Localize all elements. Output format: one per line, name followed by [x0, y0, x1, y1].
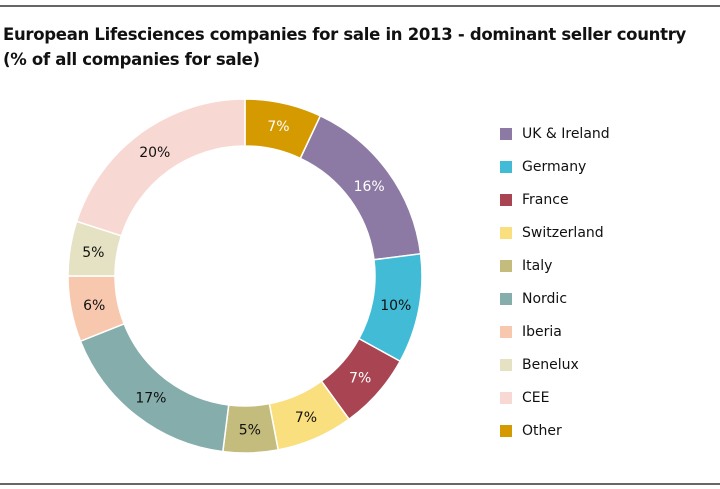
top-rule — [0, 5, 720, 7]
data-label: 6% — [83, 298, 105, 314]
data-label: 5% — [82, 245, 104, 261]
data-label: 16% — [354, 179, 385, 195]
legend-item: Italy — [500, 249, 610, 282]
bottom-rule — [0, 483, 720, 485]
legend: UK & Ireland Germany France Switzerland Ital… — [500, 117, 610, 447]
legend-swatch — [500, 226, 512, 239]
legend-item: Nordic — [500, 282, 610, 315]
data-label: 7% — [295, 410, 317, 426]
legend-swatch — [500, 325, 512, 338]
legend-swatch — [500, 259, 512, 272]
legend-item: Other — [500, 414, 610, 447]
legend-swatch — [500, 160, 512, 173]
legend-label: Iberia — [522, 323, 562, 340]
legend-label: Other — [522, 422, 562, 439]
legend-item: Benelux — [500, 348, 610, 381]
legend-label: Switzerland — [522, 224, 604, 241]
legend-item: France — [500, 183, 610, 216]
legend-label: Benelux — [522, 356, 579, 373]
legend-label: France — [522, 191, 569, 208]
slice-cee — [75, 98, 246, 237]
legend-item: Iberia — [500, 315, 610, 348]
legend-item: Germany — [500, 150, 610, 183]
legend-item: UK & Ireland — [500, 117, 610, 150]
legend-swatch — [500, 127, 512, 140]
legend-label: CEE — [522, 389, 550, 406]
legend-label: Nordic — [522, 290, 568, 307]
legend-swatch — [500, 193, 512, 206]
data-label: 10% — [380, 298, 411, 314]
legend-swatch — [500, 391, 512, 404]
data-label: 20% — [139, 145, 170, 161]
chart-title-block: European Lifesciences companies for sale… — [3, 22, 686, 72]
data-label: 7% — [267, 119, 289, 135]
data-label: 7% — [349, 371, 371, 387]
legend-item: CEE — [500, 381, 610, 414]
slice-nordic — [79, 322, 230, 453]
legend-label: UK & Ireland — [522, 125, 610, 142]
data-label: 17% — [135, 390, 166, 406]
chart-title: European Lifesciences companies for sale… — [3, 25, 686, 44]
legend-item: Switzerland — [500, 216, 610, 249]
chart-subtitle: (% of all companies for sale) — [3, 50, 260, 69]
legend-swatch — [500, 358, 512, 371]
legend-label: Germany — [522, 158, 587, 175]
legend-swatch — [500, 292, 512, 305]
legend-label: Italy — [522, 257, 553, 274]
legend-swatch — [500, 424, 512, 437]
data-label: 5% — [239, 422, 261, 438]
